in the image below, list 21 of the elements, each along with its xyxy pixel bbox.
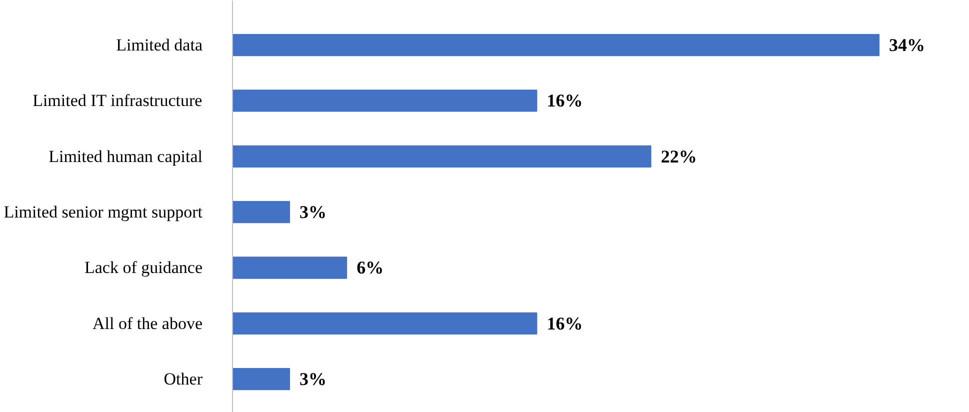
bar xyxy=(232,145,652,168)
y-tick-label: Limited IT infrastructure xyxy=(32,91,202,110)
bar xyxy=(232,90,538,112)
data-label: 16% xyxy=(546,90,583,111)
bar xyxy=(232,34,880,56)
data-label: 3% xyxy=(300,369,327,390)
data-label: 6% xyxy=(356,258,384,278)
y-tick-label: All of the above xyxy=(92,314,203,333)
bar xyxy=(232,368,290,390)
data-label: 16% xyxy=(546,313,583,334)
y-tick-label: Limited senior mgmt support xyxy=(4,202,203,222)
y-tick-label: Limited data xyxy=(116,36,203,55)
y-tick-label: Lack of guidance xyxy=(84,258,203,278)
data-label: 34% xyxy=(888,35,925,56)
bar xyxy=(232,312,538,334)
y-tick-label: Limited human capital xyxy=(48,146,203,166)
y-tick-label: Other xyxy=(164,370,203,389)
bar xyxy=(232,256,348,279)
data-label: 22% xyxy=(660,146,697,166)
bar xyxy=(232,200,290,224)
data-label: 3% xyxy=(300,202,327,222)
